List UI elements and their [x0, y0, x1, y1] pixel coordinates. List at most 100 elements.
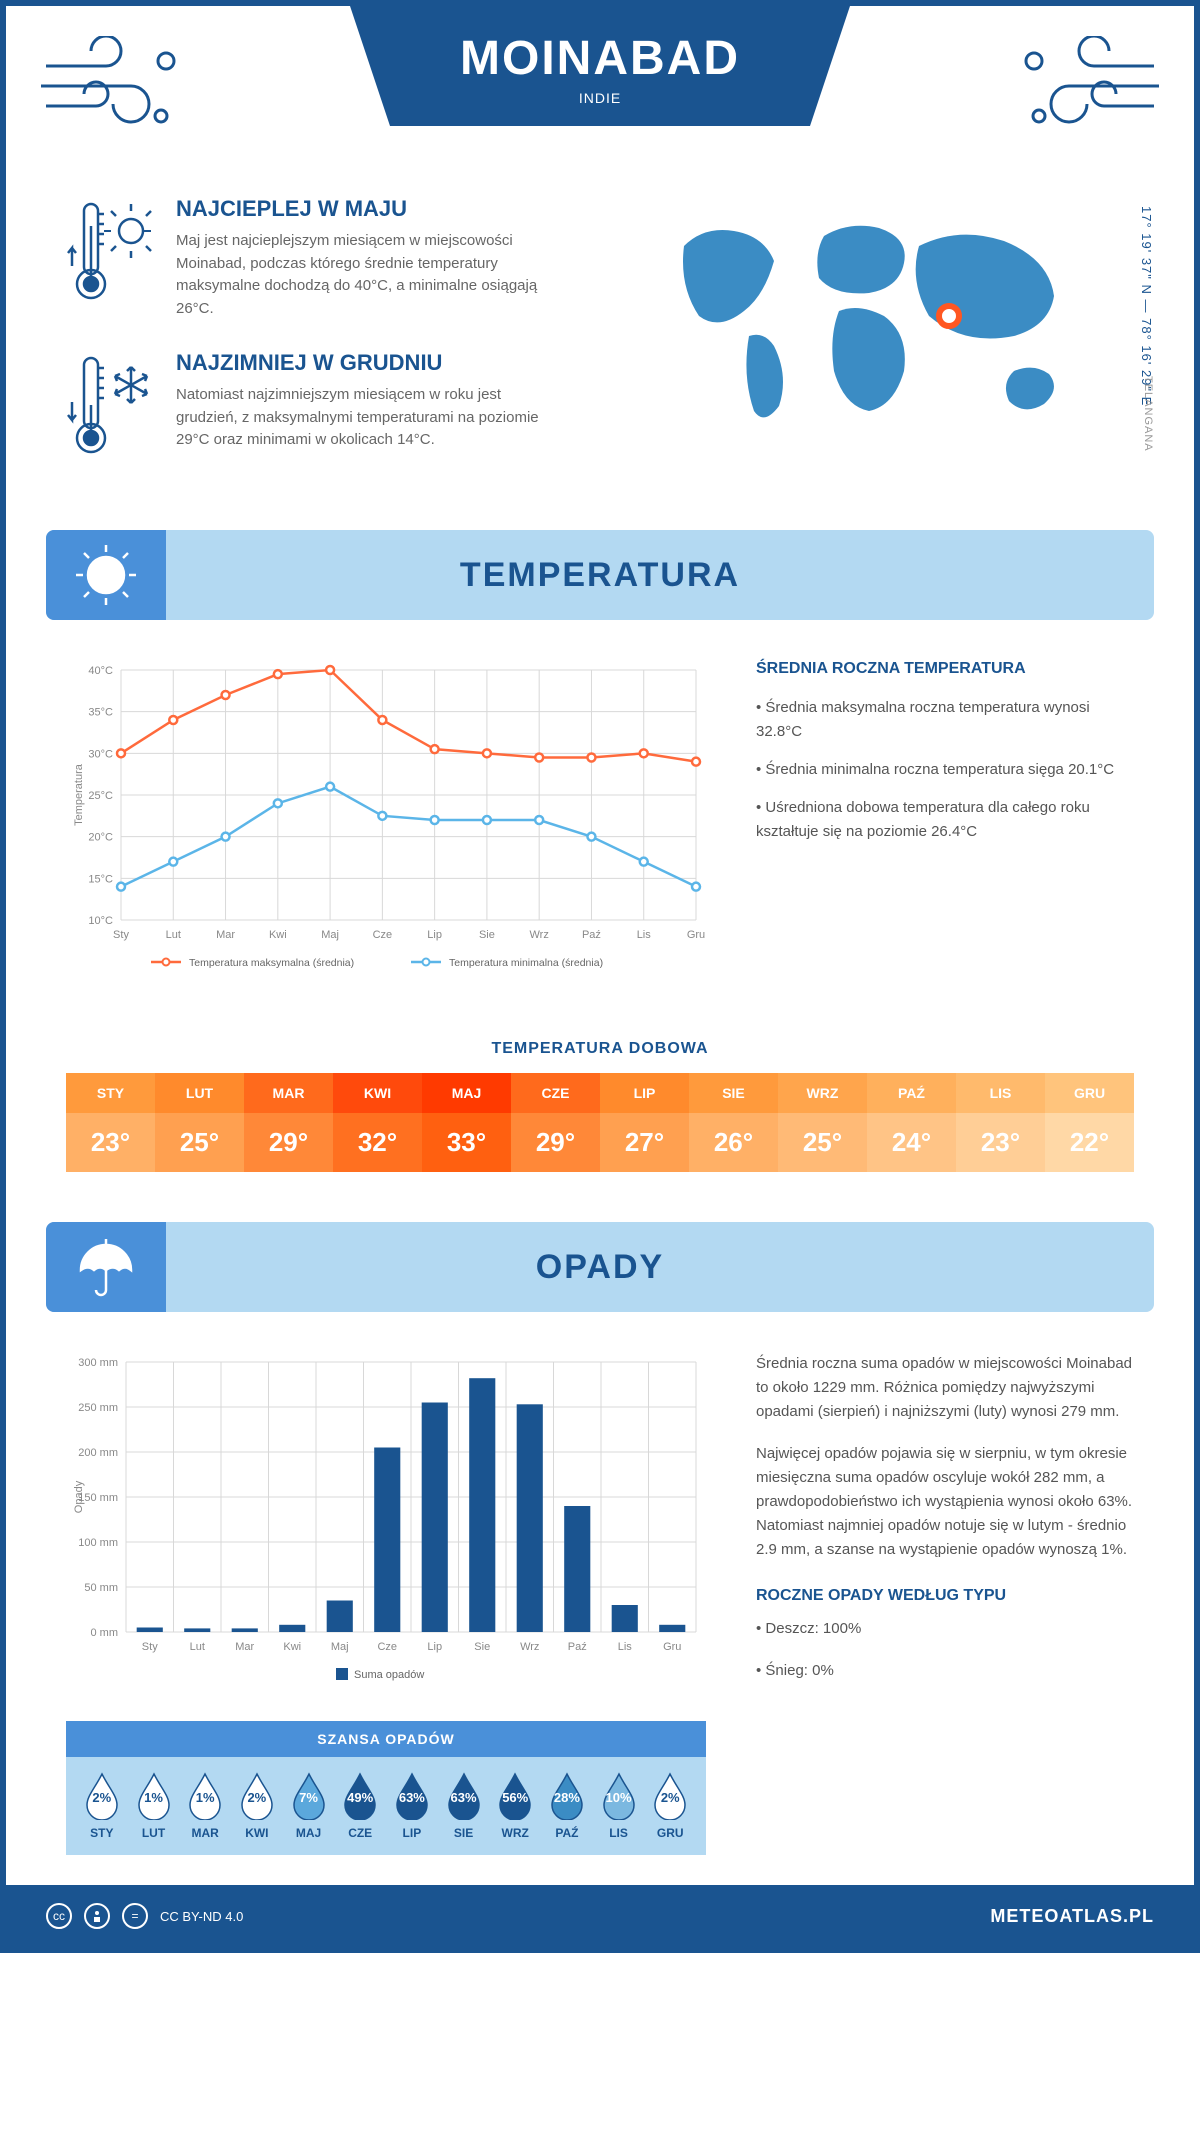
precipitation-title: OPADY: [46, 1248, 1154, 1287]
svg-text:35°C: 35°C: [88, 707, 113, 719]
rain-p1: Średnia roczna suma opadów w miejscowośc…: [756, 1352, 1134, 1424]
hottest-block: NAJCIEPLEJ W MAJU Maj jest najcieplejszy…: [66, 196, 614, 320]
svg-text:Sie: Sie: [474, 1641, 490, 1653]
site-name: METEOATLAS.PL: [990, 1906, 1154, 1927]
daily-cell: MAR29°: [244, 1073, 333, 1172]
svg-text:Lip: Lip: [427, 929, 442, 941]
svg-text:Maj: Maj: [321, 929, 339, 941]
title-banner: MOINABAD INDIE: [350, 6, 850, 126]
header: MOINABAD INDIE: [6, 6, 1194, 176]
svg-text:Opady: Opady: [73, 1480, 85, 1513]
chance-cell: 28% PAŹ: [541, 1772, 593, 1840]
svg-text:20°C: 20°C: [88, 832, 113, 844]
map-panel: 17° 19' 37" N — 78° 16' 29" E TELANGANA: [654, 196, 1134, 490]
svg-text:Temperatura minimalna (średnia: Temperatura minimalna (średnia): [449, 957, 603, 969]
rain-text-panel: Średnia roczna suma opadów w miejscowośc…: [756, 1352, 1134, 1701]
avg-temp-b3: • Uśredniona dobowa temperatura dla całe…: [756, 796, 1134, 844]
coldest-text: Natomiast najzimniejszym miesiącem w rok…: [176, 384, 556, 452]
precipitation-header: OPADY: [46, 1222, 1154, 1312]
raindrop-icon: 2%: [238, 1772, 276, 1820]
chance-cell: 2% STY: [76, 1772, 128, 1840]
svg-text:30°C: 30°C: [88, 748, 113, 760]
rain-type-2: • Śnieg: 0%: [756, 1659, 1134, 1683]
svg-text:250 mm: 250 mm: [78, 1402, 118, 1414]
daily-temp-title: TEMPERATURA DOBOWA: [6, 1040, 1194, 1058]
svg-text:Mar: Mar: [216, 929, 235, 941]
rain-p2: Najwięcej opadów pojawia się w sierpniu,…: [756, 1442, 1134, 1562]
svg-text:40°C: 40°C: [88, 665, 113, 677]
svg-text:200 mm: 200 mm: [78, 1447, 118, 1459]
daily-cell: GRU22°: [1045, 1073, 1134, 1172]
country-subtitle: INDIE: [430, 90, 770, 106]
coldest-title: NAJZIMNIEJ W GRUDNIU: [176, 350, 556, 376]
svg-text:Temperatura: Temperatura: [73, 763, 85, 826]
svg-text:Cze: Cze: [377, 1641, 397, 1653]
raindrop-icon: 49%: [341, 1772, 379, 1820]
chance-cell: 1% LUT: [128, 1772, 180, 1840]
hottest-title: NAJCIEPLEJ W MAJU: [176, 196, 556, 222]
raindrop-icon: 63%: [393, 1772, 431, 1820]
chance-cell: 56% WRZ: [489, 1772, 541, 1840]
temperature-title: TEMPERATURA: [46, 556, 1154, 595]
daily-cell: LIP27°: [600, 1073, 689, 1172]
temperature-header: TEMPERATURA: [46, 530, 1154, 620]
svg-text:Lip: Lip: [427, 1641, 442, 1653]
raindrop-icon: 56%: [496, 1772, 534, 1820]
daily-cell: STY23°: [66, 1073, 155, 1172]
svg-text:Suma opadów: Suma opadów: [354, 1669, 424, 1681]
raindrop-icon: 2%: [651, 1772, 689, 1820]
daily-cell: SIE26°: [689, 1073, 778, 1172]
svg-text:100 mm: 100 mm: [78, 1537, 118, 1549]
chance-cell: 2% KWI: [231, 1772, 283, 1840]
avg-temp-title: ŚREDNIA ROCZNA TEMPERATURA: [756, 660, 1134, 678]
region-label: TELANGANA: [1142, 376, 1154, 452]
chance-cell: 10% LIS: [593, 1772, 645, 1840]
wind-icon: [1014, 36, 1164, 136]
svg-text:Cze: Cze: [373, 929, 393, 941]
raindrop-icon: 63%: [445, 1772, 483, 1820]
temperature-chart: 10°C15°C20°C25°C30°C35°C40°CStyLutMarKwi…: [66, 660, 706, 980]
svg-text:10°C: 10°C: [88, 915, 113, 927]
svg-text:25°C: 25°C: [88, 790, 113, 802]
svg-text:Maj: Maj: [331, 1641, 349, 1653]
svg-text:50 mm: 50 mm: [84, 1582, 118, 1594]
svg-text:Kwi: Kwi: [283, 1641, 301, 1653]
chance-cell: 2% GRU: [644, 1772, 696, 1840]
daily-cell: PAŹ24°: [867, 1073, 956, 1172]
daily-cell: LUT25°: [155, 1073, 244, 1172]
rain-chance-title: SZANSA OPADÓW: [66, 1721, 706, 1757]
precipitation-chart: 0 mm50 mm100 mm150 mm200 mm250 mm300 mmS…: [66, 1352, 706, 1701]
svg-text:Gru: Gru: [663, 1641, 681, 1653]
raindrop-icon: 7%: [290, 1772, 328, 1820]
svg-text:300 mm: 300 mm: [78, 1357, 118, 1369]
nd-icon: =: [122, 1903, 148, 1929]
daily-temp-table: STY23°LUT25°MAR29°KWI32°MAJ33°CZE29°LIP2…: [66, 1073, 1134, 1172]
intro-section: NAJCIEPLEJ W MAJU Maj jest najcieplejszy…: [6, 176, 1194, 530]
footer: cc = CC BY-ND 4.0 METEOATLAS.PL: [6, 1885, 1194, 1947]
chance-cell: 1% MAR: [179, 1772, 231, 1840]
city-title: MOINABAD: [430, 31, 770, 86]
rain-chance-panel: SZANSA OPADÓW 2% STY 1% LUT 1% MAR 2% KW…: [66, 1721, 706, 1855]
avg-temp-panel: ŚREDNIA ROCZNA TEMPERATURA • Średnia mak…: [756, 660, 1134, 980]
raindrop-icon: 10%: [600, 1772, 638, 1820]
avg-temp-b2: • Średnia minimalna roczna temperatura s…: [756, 758, 1134, 782]
chance-cell: 7% MAJ: [283, 1772, 335, 1840]
svg-text:15°C: 15°C: [88, 873, 113, 885]
svg-text:Lis: Lis: [618, 1641, 633, 1653]
daily-cell: LIS23°: [956, 1073, 1045, 1172]
hottest-text: Maj jest najcieplejszym miesiącem w miej…: [176, 230, 556, 320]
raindrop-icon: 1%: [135, 1772, 173, 1820]
raindrop-icon: 2%: [83, 1772, 121, 1820]
svg-text:Gru: Gru: [687, 929, 705, 941]
svg-text:Mar: Mar: [235, 1641, 254, 1653]
svg-text:Sty: Sty: [113, 929, 129, 941]
daily-cell: WRZ25°: [778, 1073, 867, 1172]
svg-text:Paź: Paź: [568, 1641, 587, 1653]
rain-type-1: • Deszcz: 100%: [756, 1617, 1134, 1641]
coldest-block: NAJZIMNIEJ W GRUDNIU Natomiast najzimnie…: [66, 350, 614, 460]
by-icon: [84, 1903, 110, 1929]
daily-cell: KWI32°: [333, 1073, 422, 1172]
svg-text:0 mm: 0 mm: [91, 1627, 119, 1639]
rain-type-title: ROCZNE OPADY WEDŁUG TYPU: [756, 1587, 1134, 1605]
license-text: CC BY-ND 4.0: [160, 1909, 243, 1924]
